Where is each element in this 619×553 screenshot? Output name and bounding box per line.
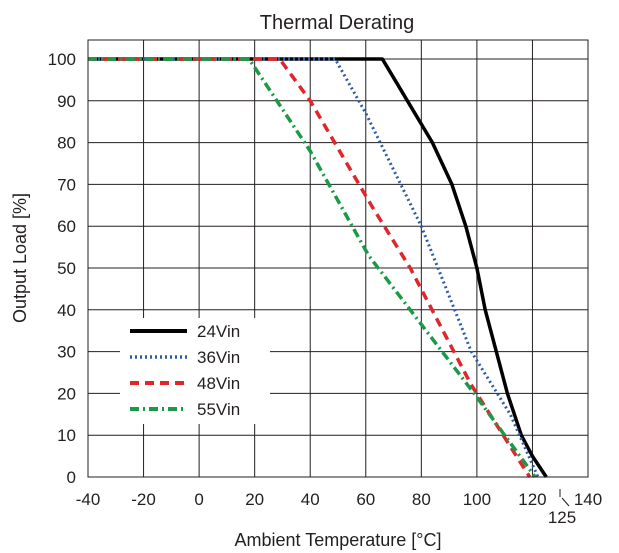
series-line-36vin — [88, 57, 540, 478]
x-tick-label: 140 — [574, 490, 602, 509]
x-callout-label: 125 — [548, 508, 576, 527]
y-tick-label: 30 — [57, 343, 76, 362]
series-lines — [88, 57, 548, 479]
x-tick-label: -20 — [131, 490, 156, 509]
legend-label-36vin: 36Vin — [197, 348, 240, 367]
y-tick-label: 10 — [57, 426, 76, 445]
x-tick-label: -40 — [76, 490, 101, 509]
chart-title: Thermal Derating — [260, 12, 415, 34]
y-tick-label: 50 — [57, 259, 76, 278]
series-line-55vin — [88, 57, 537, 479]
y-tick-label: 90 — [57, 92, 76, 111]
y-tick-label: 80 — [57, 134, 76, 153]
y-axis-title: Output Load [%] — [10, 193, 30, 323]
y-tick-label: 60 — [57, 217, 76, 236]
legend-box — [120, 318, 270, 424]
x-tick-label: 60 — [356, 490, 375, 509]
x-callout: 125 — [548, 489, 576, 527]
x-tick-label: 40 — [301, 490, 320, 509]
legend-label-55vin: 55Vin — [197, 400, 240, 419]
x-tick-label: 120 — [518, 490, 546, 509]
x-tick-label: 100 — [463, 490, 491, 509]
x-callout-leader — [561, 497, 570, 507]
x-axis-title: Ambient Temperature [°C] — [235, 530, 442, 550]
legend-label-48vin: 48Vin — [197, 374, 240, 393]
y-tick-label: 40 — [57, 301, 76, 320]
y-tick-label: 20 — [57, 384, 76, 403]
y-tick-label: 70 — [57, 175, 76, 194]
y-tick-label: 100 — [48, 50, 76, 69]
legend-label-24vin: 24Vin — [197, 322, 240, 341]
x-tick-labels: -40 -20 0 20 40 60 80 100 120 140 — [76, 490, 602, 509]
legend: 24Vin 36Vin 48Vin 55Vin — [120, 318, 270, 424]
series-line-24vin — [88, 57, 548, 478]
series-line-48vin — [88, 57, 532, 478]
x-tick-label: 0 — [194, 490, 203, 509]
y-tick-label: 0 — [67, 468, 76, 487]
plot-frame — [87, 39, 589, 478]
x-tick-label: 20 — [245, 490, 264, 509]
x-tick-label: 80 — [412, 490, 431, 509]
y-tick-labels: 0 10 20 30 40 50 60 70 80 90 100 — [48, 50, 76, 487]
